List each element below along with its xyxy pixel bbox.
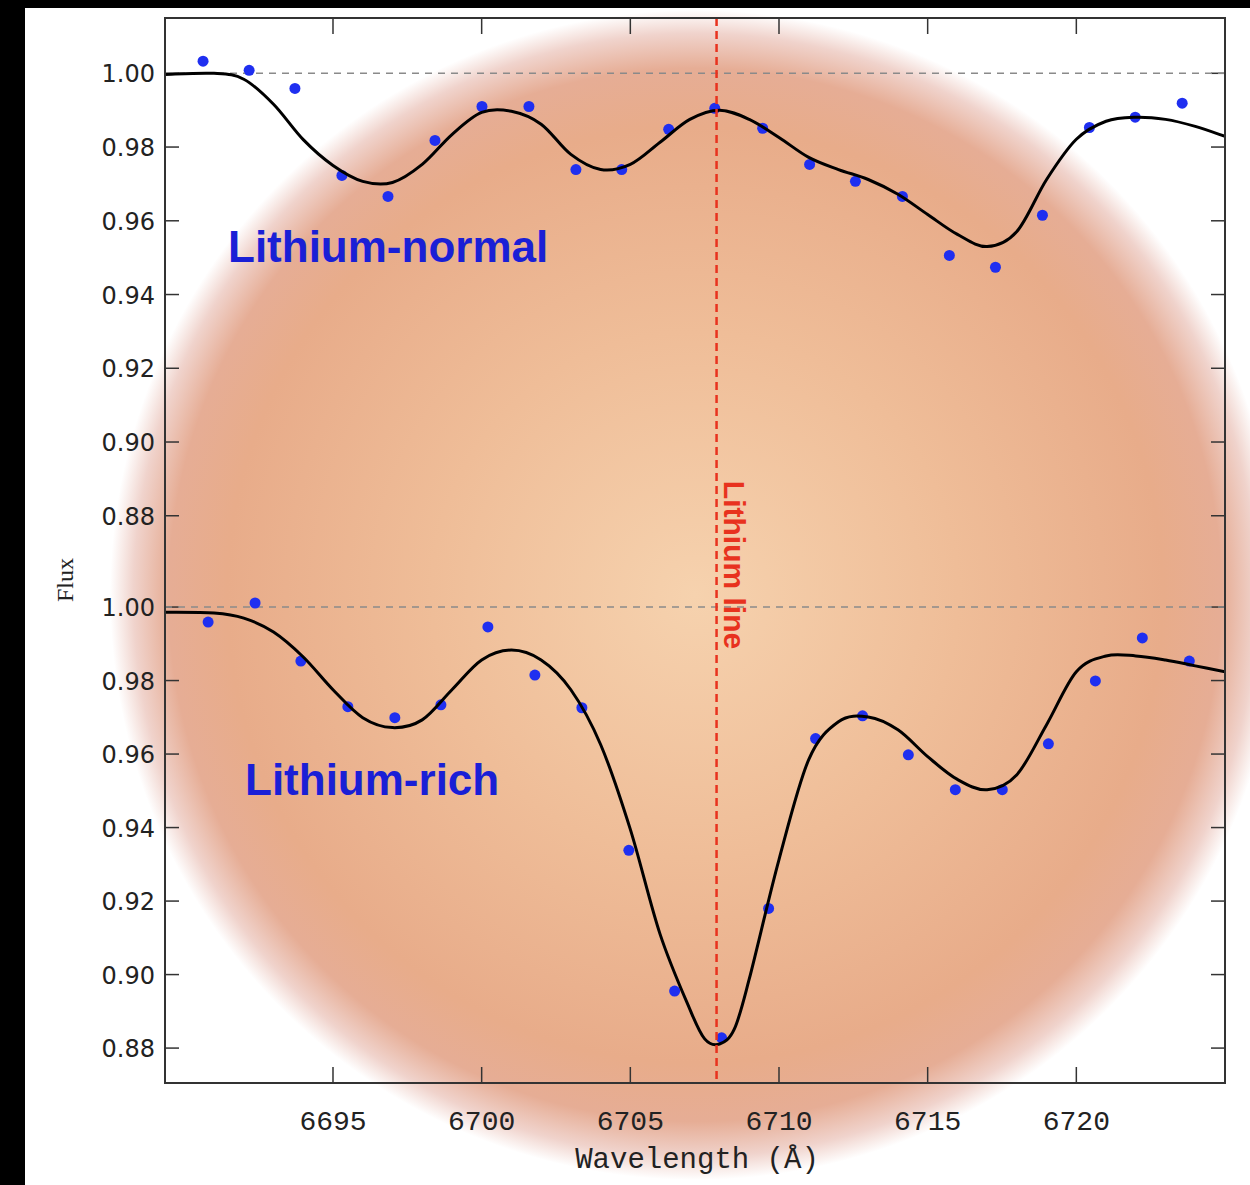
data-point <box>523 101 534 112</box>
x-tick <box>332 18 334 34</box>
y-tick <box>1211 220 1225 222</box>
data-point <box>429 135 440 146</box>
data-point <box>669 986 680 997</box>
y-tick-label: 1.00 <box>102 60 155 88</box>
y-tick <box>165 441 179 443</box>
y-tick <box>1211 1047 1225 1049</box>
y-tick-label: 0.98 <box>102 668 155 696</box>
continuum-line <box>165 73 1225 75</box>
panel-title: Lithium-normal <box>228 222 548 271</box>
x-tick-label: 6695 <box>299 1107 366 1138</box>
y-tick <box>1211 680 1225 682</box>
y-tick-label: 1.00 <box>102 594 155 622</box>
data-point <box>1037 210 1048 221</box>
data-point <box>529 670 540 681</box>
plot-frame <box>165 18 1225 1083</box>
y-tick <box>1211 515 1225 517</box>
y-tick <box>165 146 179 148</box>
data-point <box>244 65 255 76</box>
y-tick <box>165 680 179 682</box>
y-tick <box>165 827 179 829</box>
y-tick <box>1211 441 1225 443</box>
y-tick-label: 0.92 <box>102 355 155 383</box>
data-point <box>389 712 400 723</box>
data-point <box>1177 98 1188 109</box>
y-tick-label: 0.88 <box>102 503 155 531</box>
x-tick <box>927 1067 929 1083</box>
fit-curve <box>165 612 1225 1045</box>
data-point <box>944 250 955 261</box>
y-tick <box>1211 827 1225 829</box>
x-tick <box>332 1067 334 1083</box>
y-tick-label: 0.90 <box>102 429 155 457</box>
y-tick <box>165 294 179 296</box>
data-point <box>1043 738 1054 749</box>
x-tick <box>630 1067 632 1083</box>
y-tick <box>165 753 179 755</box>
y-tick <box>165 974 179 976</box>
data-point <box>250 598 261 609</box>
y-tick <box>165 368 179 370</box>
data-point <box>198 56 209 67</box>
x-tick-label: 6715 <box>894 1107 961 1138</box>
y-tick-label: 0.92 <box>102 888 155 916</box>
continuum-line <box>165 606 1225 608</box>
plot-area <box>165 598 1225 1045</box>
data-point <box>570 164 581 175</box>
y-tick <box>165 900 179 902</box>
panel-title: Lithium-rich <box>245 755 499 804</box>
y-tick-label: 0.94 <box>102 282 155 310</box>
sun-image <box>110 10 1250 1180</box>
x-tick <box>778 18 780 34</box>
data-point <box>289 83 300 94</box>
x-tick <box>778 1067 780 1083</box>
x-tick-label: 6720 <box>1043 1107 1110 1138</box>
y-tick <box>1211 974 1225 976</box>
data-point <box>990 262 1001 273</box>
y-tick-label: 0.88 <box>102 1035 155 1063</box>
y-tick <box>1211 900 1225 902</box>
data-point <box>203 617 214 628</box>
fit-curve <box>165 73 1225 247</box>
x-tick-label: 6705 <box>597 1107 664 1138</box>
data-point <box>1137 632 1148 643</box>
y-tick <box>165 1047 179 1049</box>
y-tick-label: 0.90 <box>102 962 155 990</box>
y-tick <box>1211 753 1225 755</box>
x-tick <box>481 18 483 34</box>
x-tick <box>1076 18 1078 34</box>
x-tick <box>1076 1067 1078 1083</box>
y-tick <box>165 515 179 517</box>
chart: 0.88 0.90 0.92 0.94 0.96 0.98 1.00 Lithium-norm… <box>0 0 1250 1185</box>
y-tick <box>165 220 179 222</box>
lithium-line <box>715 18 718 1083</box>
x-tick-label: 6700 <box>448 1107 515 1138</box>
data-point <box>623 845 634 856</box>
y-tick <box>1211 294 1225 296</box>
x-tick <box>927 18 929 34</box>
x-axis-title: Wavelength (Å) <box>575 1144 819 1177</box>
y-tick-label: 0.96 <box>102 741 155 769</box>
data-point <box>1090 675 1101 686</box>
data-point <box>950 784 961 795</box>
y-axis-title: Flux <box>52 558 78 602</box>
annotation-label: Lithium line <box>718 481 751 649</box>
y-tick <box>1211 146 1225 148</box>
data-point <box>383 191 394 202</box>
x-tick-label: 6710 <box>745 1107 812 1138</box>
data-point <box>903 749 914 760</box>
y-tick-label: 0.98 <box>102 134 155 162</box>
y-tick-label: 0.96 <box>102 208 155 236</box>
x-tick <box>630 18 632 34</box>
plot-area <box>165 56 1225 273</box>
x-tick <box>481 1067 483 1083</box>
y-tick <box>1211 368 1225 370</box>
y-tick-label: 0.94 <box>102 815 155 843</box>
data-point <box>482 621 493 632</box>
